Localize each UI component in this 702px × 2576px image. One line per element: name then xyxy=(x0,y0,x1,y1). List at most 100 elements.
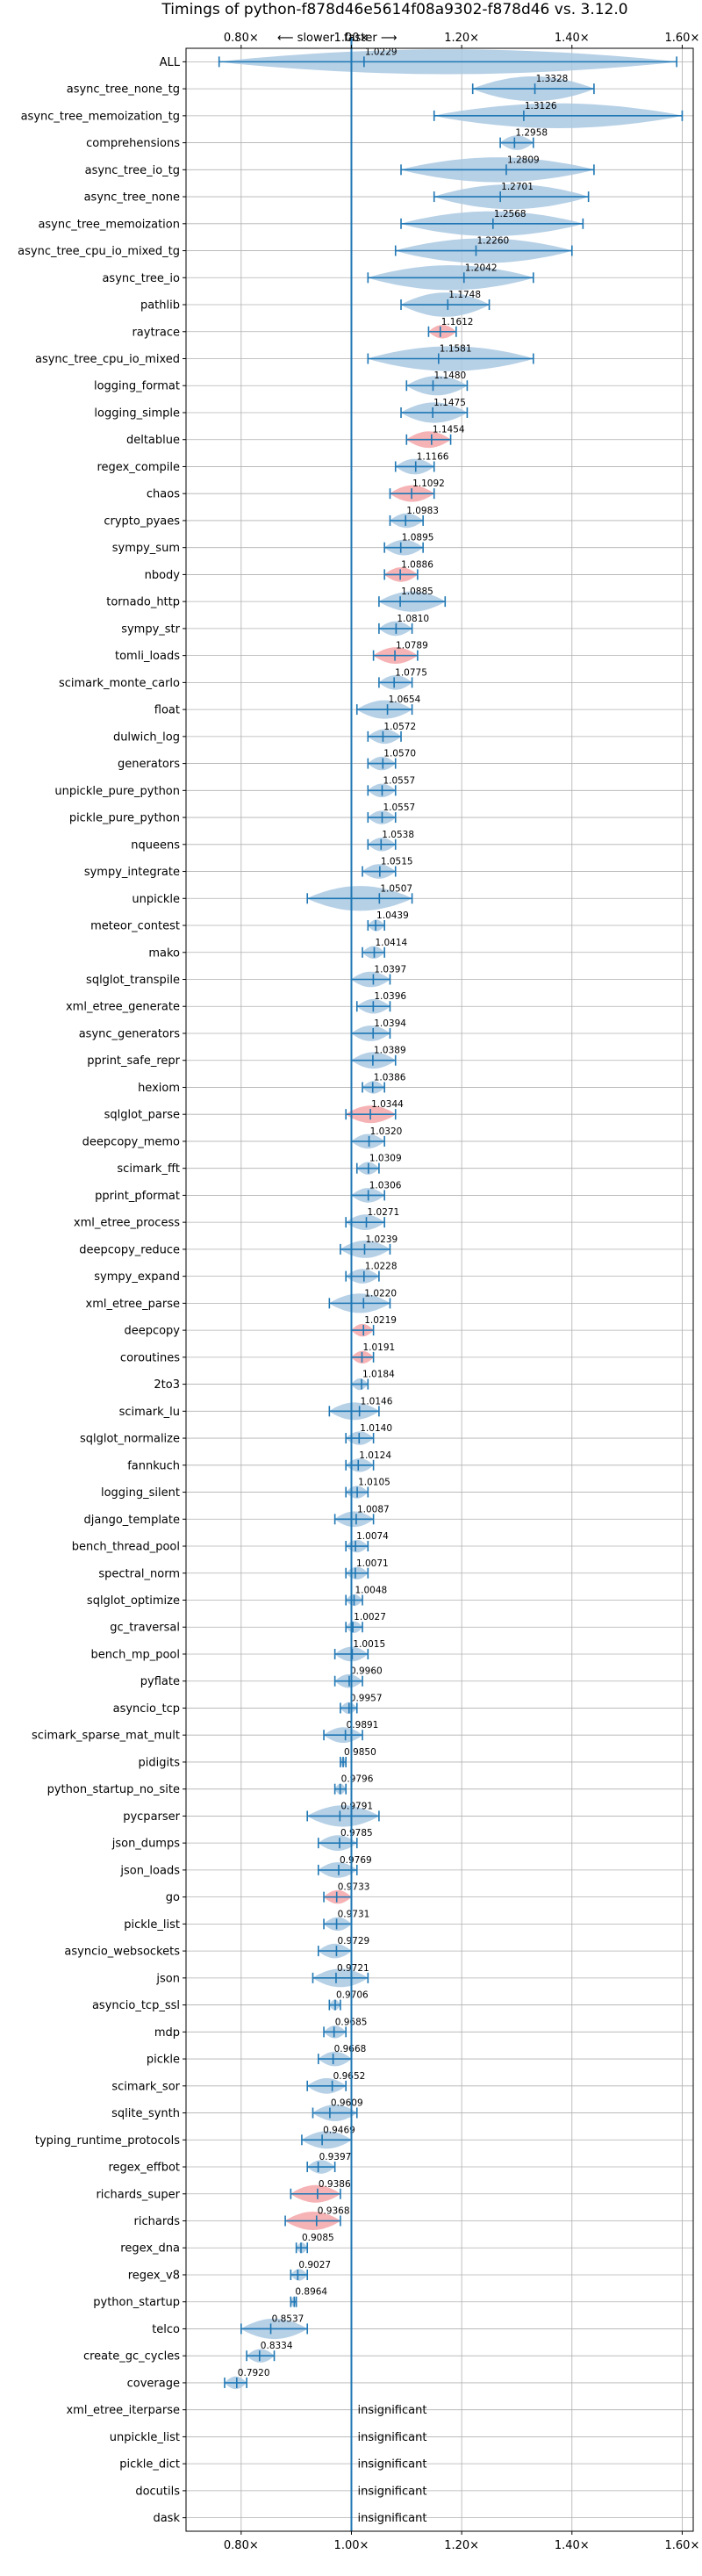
data-label: 0.9733 xyxy=(338,1882,370,1893)
data-label: 1.0654 xyxy=(389,694,421,705)
y-tick-label: xml_etree_parse xyxy=(86,1298,180,1311)
y-tick-label: sympy_integrate xyxy=(84,866,180,879)
y-tick-label: gc_traversal xyxy=(110,1622,180,1635)
y-tick-label: dulwich_log xyxy=(113,730,180,744)
y-tick-label: json xyxy=(155,1972,180,1985)
y-tick-label: sqlite_synth xyxy=(111,2107,180,2120)
data-label: 1.0048 xyxy=(355,1586,387,1596)
y-tick-label: 2to3 xyxy=(154,1378,180,1392)
y-tick-label: sqlglot_parse xyxy=(104,1109,180,1122)
y-tick-label: django_template xyxy=(84,1514,180,1527)
y-tick-label: deltablue xyxy=(126,434,180,447)
x-tick-label-top: 1.40× xyxy=(555,32,590,45)
data-label: 1.0570 xyxy=(383,749,416,759)
data-label: 1.0886 xyxy=(401,559,433,570)
y-tick-label: scimark_lu xyxy=(119,1406,180,1419)
data-label: 1.0220 xyxy=(364,1288,397,1299)
data-label: 1.0810 xyxy=(397,614,429,624)
chart-title: Timings of python-f878d46e5614f08a9302-f… xyxy=(161,1,627,18)
y-tick-label: pathlib xyxy=(140,299,180,313)
insignificant-label: insignificant xyxy=(357,2485,426,2498)
data-label: 1.0557 xyxy=(383,775,415,786)
data-label: 1.2701 xyxy=(501,182,534,192)
y-tick-label: logging_format xyxy=(94,380,180,393)
y-tick-label: spectral_norm xyxy=(98,1567,180,1580)
data-label: 1.0027 xyxy=(354,1612,386,1623)
data-label: 1.0572 xyxy=(383,722,416,732)
y-tick-label: sympy_sum xyxy=(112,542,180,555)
data-label: 1.2260 xyxy=(476,236,509,247)
y-tick-label: coroutines xyxy=(120,1351,180,1364)
x-tick-label-bottom: 0.80× xyxy=(224,2539,259,2552)
y-tick-label: regex_dna xyxy=(120,2242,180,2256)
x-tick-label-top: 1.20× xyxy=(444,32,479,45)
data-label: 1.0775 xyxy=(395,667,427,678)
y-tick-label: async_tree_io_tg xyxy=(85,164,180,177)
y-tick-label: pycparser xyxy=(123,1810,180,1824)
data-label: 1.1480 xyxy=(433,371,466,381)
data-label: 0.8334 xyxy=(261,2341,293,2351)
y-tick-label: tomli_loads xyxy=(115,650,180,663)
y-tick-label: unpickle_pure_python xyxy=(54,785,180,798)
y-tick-label: python_startup xyxy=(93,2296,180,2309)
y-tick-label: async_tree_memoization_tg xyxy=(21,110,180,123)
data-label: 0.9796 xyxy=(341,1774,374,1785)
y-tick-label: logging_silent xyxy=(101,1486,180,1500)
data-label: 1.0015 xyxy=(353,1639,385,1650)
data-label: 0.9731 xyxy=(338,1909,370,1919)
data-label: 0.9791 xyxy=(340,1801,373,1811)
insignificant-label: insignificant xyxy=(357,2404,426,2417)
y-tick-label: unpickle xyxy=(132,893,180,906)
data-label: 1.0239 xyxy=(365,1234,398,1245)
data-label: 0.9652 xyxy=(333,2071,366,2082)
y-tick-label: pyflate xyxy=(140,1675,180,1688)
data-label: 1.1092 xyxy=(412,479,445,489)
data-label: 1.0389 xyxy=(374,1046,406,1056)
y-tick-label: pidigits xyxy=(139,1756,181,1769)
data-label: 0.9027 xyxy=(298,2260,331,2270)
insignificant-label: insignificant xyxy=(357,2458,426,2472)
y-tick-label: asyncio_tcp_ssl xyxy=(92,1999,180,2012)
y-tick-label: sympy_str xyxy=(121,622,180,636)
y-tick-label: unpickle_list xyxy=(110,2431,180,2444)
y-tick-label: async_tree_none xyxy=(84,191,180,205)
y-tick-label: richards xyxy=(134,2215,181,2228)
data-label: 0.9891 xyxy=(347,1720,379,1731)
y-tick-label: bench_thread_pool xyxy=(72,1541,180,1554)
data-label: 1.0320 xyxy=(370,1126,403,1137)
y-tick-label: deepcopy_reduce xyxy=(79,1243,180,1256)
data-label: 0.8964 xyxy=(295,2287,327,2298)
data-label: 1.2809 xyxy=(507,155,540,165)
y-tick-label: hexiom xyxy=(138,1082,180,1095)
y-tick-label: mako xyxy=(148,946,180,960)
y-tick-label: pickle_pure_python xyxy=(69,812,180,825)
data-label: 1.1612 xyxy=(441,317,474,327)
data-label: 1.0219 xyxy=(364,1315,397,1326)
y-tick-label: go xyxy=(166,1891,180,1904)
y-tick-label: nbody xyxy=(145,569,181,582)
data-label: 1.0074 xyxy=(356,1531,389,1542)
y-tick-label: typing_runtime_protocols xyxy=(35,2134,180,2148)
y-tick-label: async_generators xyxy=(79,1027,181,1040)
y-tick-label: xml_etree_generate xyxy=(66,1001,180,1014)
data-label: 1.0228 xyxy=(365,1262,398,1272)
insignificant-label: insignificant xyxy=(357,2512,426,2525)
y-tick-label: async_tree_none_tg xyxy=(67,83,180,97)
data-label: 1.0146 xyxy=(361,1396,393,1407)
x-tick-label-bottom: 1.60× xyxy=(665,2539,700,2552)
data-label: 1.0105 xyxy=(358,1478,390,1488)
data-label: 1.1454 xyxy=(433,425,465,435)
data-label: 1.0229 xyxy=(365,47,398,57)
x-tick-label-top: 0.80× xyxy=(224,32,259,45)
y-tick-label: async_tree_io xyxy=(102,272,180,285)
data-label: 1.2568 xyxy=(494,209,526,219)
data-label: 1.0140 xyxy=(360,1423,392,1434)
y-tick-label: xml_etree_process xyxy=(74,1217,180,1230)
data-label: 1.1166 xyxy=(417,451,449,462)
data-label: 0.9397 xyxy=(319,2152,352,2162)
data-label: 1.0386 xyxy=(374,1072,406,1083)
data-label: 1.0396 xyxy=(374,991,406,1002)
data-label: 1.0885 xyxy=(401,586,433,597)
y-tick-label: comprehensions xyxy=(86,137,180,150)
